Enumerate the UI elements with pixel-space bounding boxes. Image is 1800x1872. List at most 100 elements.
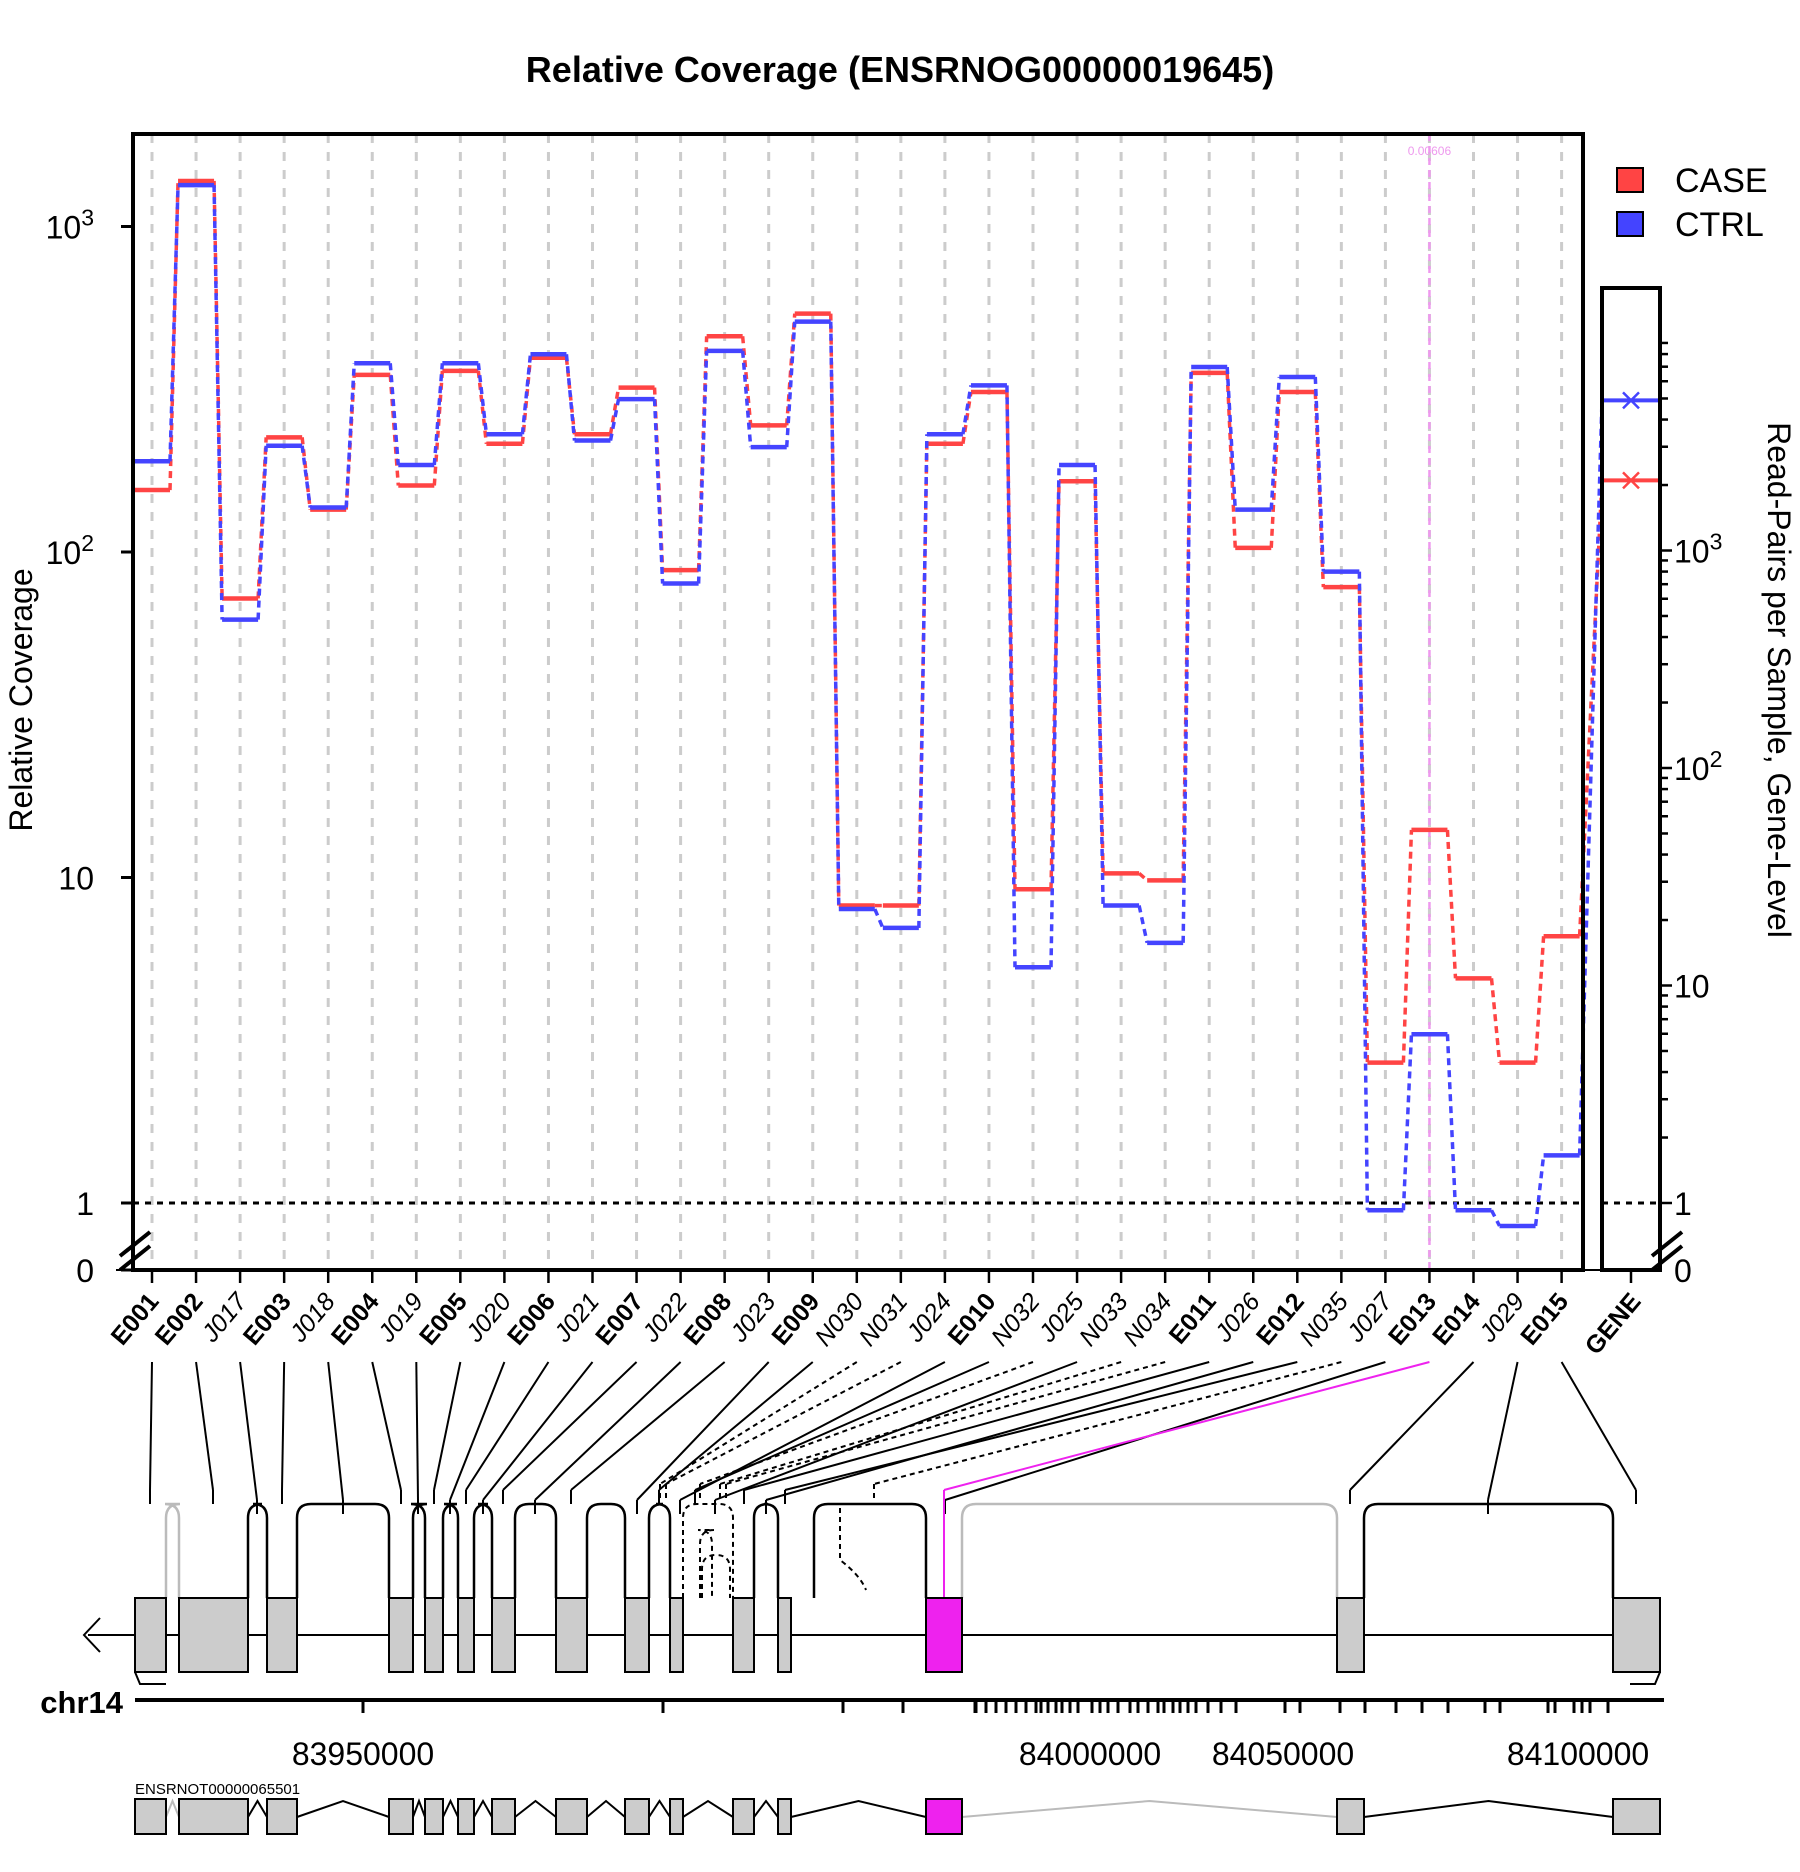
gene-bracket-right <box>1630 1671 1661 1685</box>
connector-N033 <box>719 1361 1122 1485</box>
right-y-tick-label: 103 <box>1674 529 1722 570</box>
series-connector <box>1401 1034 1414 1211</box>
transcript-exon-E013 <box>925 1798 963 1835</box>
junction <box>647 1502 672 1598</box>
transcript-exon-E012 <box>777 1798 792 1835</box>
exon-box-E002 <box>178 1597 249 1673</box>
feature-connectors <box>149 1361 1637 1598</box>
x-label-E004: E004 <box>326 1288 385 1351</box>
series-connector <box>520 354 533 435</box>
series-connector <box>168 185 180 462</box>
connector-E012 <box>784 1361 1298 1491</box>
transcript-intron <box>682 1799 734 1818</box>
transcript-name: ENSRNOT00000065501 <box>135 1781 300 1798</box>
series-connector <box>388 363 401 466</box>
y-tick-label: 0 <box>76 1253 94 1289</box>
strand-arrow <box>82 1617 101 1653</box>
exon-box-E004 <box>388 1597 414 1673</box>
x-label-N032: N032 <box>986 1288 1046 1352</box>
series-ctrl <box>134 182 1604 1229</box>
exon-box-E013 <box>925 1597 963 1673</box>
transcript-intron <box>442 1798 459 1818</box>
connector-E013 <box>943 1361 1430 1491</box>
series-connector <box>1445 829 1458 979</box>
x-label-gene: GENE <box>1580 1288 1647 1360</box>
series-connector <box>696 350 709 584</box>
connector-E015 <box>1560 1361 1637 1491</box>
right-y-tick-label: 10 <box>1674 969 1710 1005</box>
series-connector <box>917 434 929 928</box>
x-label-E011: E011 <box>1164 1288 1222 1350</box>
y-tick-label: 10 <box>58 861 94 897</box>
exon-box-E006 <box>457 1597 475 1673</box>
junction-novel <box>839 1508 867 1591</box>
junction-faint <box>164 1502 181 1598</box>
series-connector <box>1401 829 1414 1063</box>
exon-box-E012 <box>777 1597 792 1673</box>
grid-layer: 0.00606 <box>150 134 1564 1270</box>
exon-box-E003 <box>266 1597 298 1673</box>
transcript-intron <box>586 1799 626 1818</box>
chart-title: Relative Coverage (ENSRNOG00000019645) <box>526 49 1274 90</box>
y-tick-label: 1 <box>76 1186 94 1222</box>
connector-J026 <box>765 1361 1254 1501</box>
series-connector <box>1093 465 1105 906</box>
y-tick-label: 103 <box>46 205 94 246</box>
exon-box-E010 <box>669 1597 684 1673</box>
series-connector <box>961 385 973 435</box>
junction <box>513 1502 558 1598</box>
transcript-intron <box>753 1799 779 1818</box>
exon-box-E008 <box>555 1597 588 1673</box>
transcript-exon-E004 <box>388 1798 414 1835</box>
connector-E014 <box>1349 1361 1475 1491</box>
series-connector <box>1269 376 1282 510</box>
exon-box-E011 <box>732 1597 755 1673</box>
connector-J029 <box>1487 1361 1519 1501</box>
transcript-exon-E009 <box>624 1798 650 1835</box>
gene-marker-case <box>1622 471 1640 490</box>
connector-E003 <box>281 1361 286 1491</box>
junction <box>441 1502 460 1598</box>
transcript-exon-E005 <box>424 1798 444 1835</box>
series-connector <box>1313 376 1326 572</box>
connector-E004 <box>371 1361 402 1491</box>
connector-E010 <box>694 1361 990 1491</box>
highlight-pvalue: 0.00606 <box>1408 144 1452 158</box>
genome-axis-label: 84100000 <box>1507 1736 1649 1772</box>
transcript-exon-E002 <box>178 1798 249 1835</box>
connector-J022 <box>534 1361 682 1501</box>
legend: CASE CTRL <box>1616 162 1768 244</box>
junction-faint <box>960 1502 1339 1598</box>
genome-axis-label: 83950000 <box>292 1736 434 1772</box>
x-label-N030: N030 <box>810 1288 870 1352</box>
transcript-exon-E010 <box>669 1798 684 1835</box>
x-axis-labels: E001E002J017E003J018E004J019E005J020E006… <box>106 1269 1647 1360</box>
connector-N031 <box>665 1361 902 1485</box>
junction-novel <box>697 1529 715 1598</box>
transcript-intron <box>1363 1799 1614 1818</box>
series-case <box>134 178 1604 1065</box>
x-label-E003: E003 <box>238 1288 297 1351</box>
x-label-E012: E012 <box>1251 1288 1310 1351</box>
series-connector <box>608 387 621 435</box>
connector-J018 <box>327 1361 344 1501</box>
series-connector <box>1005 385 1017 968</box>
x-label-E010: E010 <box>943 1288 1002 1351</box>
exon-box-E001 <box>134 1597 167 1673</box>
gene-bracket-left <box>134 1671 166 1685</box>
transcript-exon-E015 <box>1612 1798 1661 1835</box>
junction <box>295 1502 391 1598</box>
legend-swatch-case <box>1616 167 1644 193</box>
series-connector <box>476 370 489 444</box>
transcript-intron <box>514 1799 557 1818</box>
series-connector <box>1533 1155 1546 1227</box>
connector-J019 <box>415 1361 419 1501</box>
series-connector <box>784 321 797 448</box>
series-connector <box>1489 978 1502 1063</box>
transcript-exon-E001 <box>134 1798 167 1835</box>
transcript-exon-E014 <box>1336 1798 1365 1835</box>
connector-N034 <box>725 1361 1166 1485</box>
x-label-E005: E005 <box>414 1288 473 1351</box>
